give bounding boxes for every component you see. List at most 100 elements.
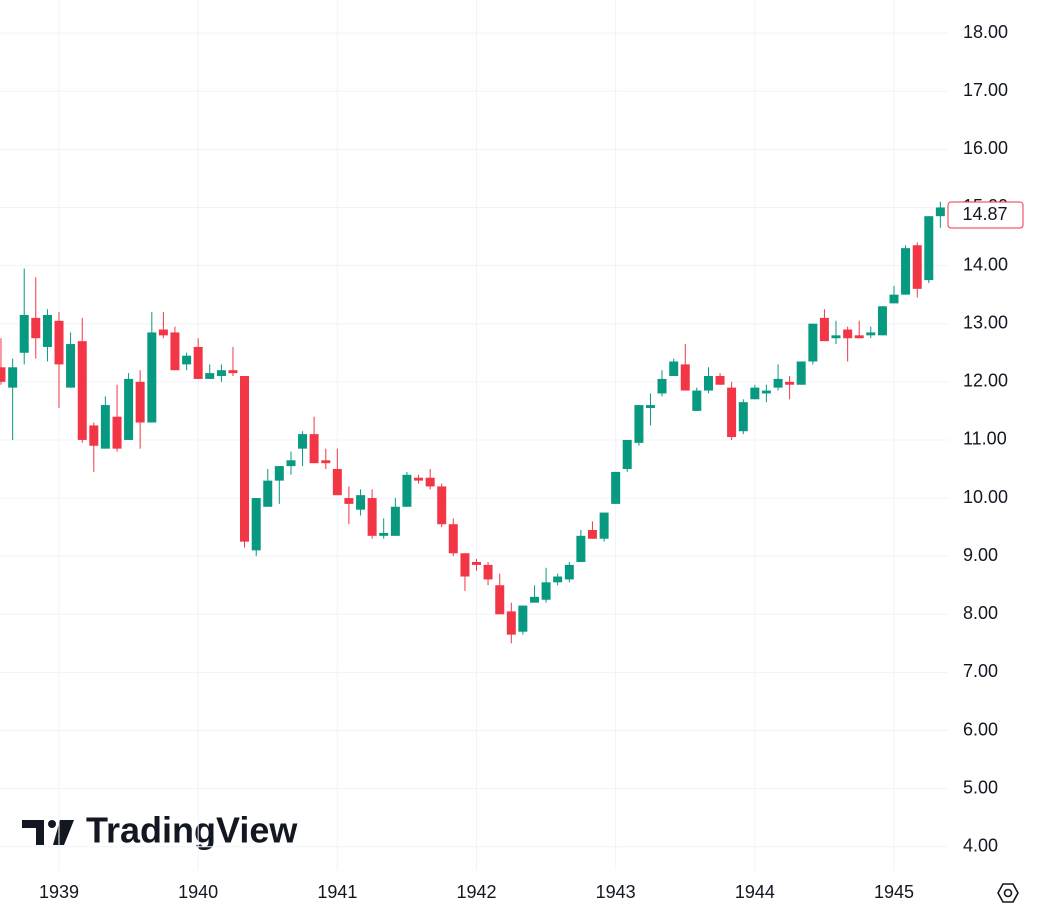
candle-body	[483, 564, 493, 580]
candle-body	[785, 381, 795, 385]
candle-body	[54, 320, 64, 365]
settings-icon[interactable]	[997, 883, 1019, 903]
candle-body	[680, 364, 690, 391]
candle-body	[495, 585, 505, 615]
y-tick-label: 18.00	[963, 22, 1008, 42]
candle-body	[332, 468, 342, 496]
candle-body	[819, 317, 829, 342]
candle-body	[761, 390, 771, 394]
y-tick-label: 11.00	[963, 429, 1007, 449]
x-tick-label: 1942	[456, 882, 496, 902]
settings-icon[interactable]	[997, 883, 1019, 903]
logo-icon	[48, 820, 56, 828]
candle-body	[8, 367, 18, 388]
candle-body	[263, 480, 273, 507]
logo-icon	[22, 820, 44, 845]
candle-body	[216, 370, 226, 377]
candle-body	[901, 248, 911, 295]
candle-body	[135, 381, 145, 423]
candle-body	[402, 474, 412, 507]
candle-body	[796, 361, 806, 385]
candle-body	[889, 294, 899, 304]
watermark: TradingView	[86, 810, 298, 851]
candle-body	[564, 564, 574, 580]
y-tick-label: 8.00	[963, 603, 998, 623]
candle-body	[506, 611, 516, 635]
x-tick-label: 1943	[596, 882, 636, 902]
candle-body	[77, 341, 87, 440]
x-tick-label: 1940	[178, 882, 218, 902]
x-tick-label: 1939	[39, 882, 79, 902]
candle-body	[773, 378, 783, 388]
candle-body	[425, 477, 435, 487]
candle-body	[843, 329, 853, 339]
y-tick-label: 6.00	[963, 719, 998, 739]
candle-body	[912, 245, 922, 289]
candle-body	[587, 530, 597, 539]
candle-body	[460, 553, 470, 577]
candle-body	[703, 376, 713, 391]
candle-body	[622, 439, 632, 469]
candle-body	[715, 376, 725, 385]
logo: TradingView	[22, 810, 298, 851]
price-label: 14.87	[962, 204, 1007, 224]
candle-body	[692, 390, 702, 411]
candle-body	[553, 576, 563, 583]
y-tick-label: 17.00	[963, 80, 1008, 100]
y-tick-label: 10.00	[963, 487, 1008, 507]
candle-body	[112, 416, 122, 449]
candle-body	[286, 460, 296, 467]
candle-body	[309, 434, 319, 464]
settings-icon[interactable]	[1003, 888, 1013, 898]
candle-body	[298, 434, 308, 449]
candle-body	[251, 498, 261, 551]
candle-body	[518, 605, 528, 632]
candle-body	[240, 376, 250, 542]
candle-body	[808, 323, 818, 362]
candle-body	[390, 506, 400, 536]
candle-body	[645, 405, 655, 408]
candle-body	[321, 460, 331, 464]
candle-body	[274, 466, 284, 481]
y-tick-label: 5.00	[963, 777, 998, 797]
candle-body	[448, 524, 458, 554]
candle-body	[379, 532, 389, 536]
candle-body	[367, 498, 377, 536]
candle-body	[831, 335, 841, 339]
candle-body	[935, 207, 945, 217]
candle-body	[205, 373, 215, 379]
plot: 4.00 5.00 6.00 7.00 8.00 9.00 10.00 11.00 12.00 1…	[0, 0, 1024, 902]
candle-body	[727, 387, 737, 438]
candle-body	[356, 495, 366, 510]
y-tick-label: 12.00	[963, 371, 1008, 391]
y-tick-label: 4.00	[963, 836, 998, 856]
y-tick-label: 9.00	[963, 545, 998, 565]
candle-body	[541, 582, 551, 600]
logo-icon	[53, 820, 74, 845]
candle-body	[599, 512, 609, 539]
candle-body	[657, 378, 667, 394]
candle-body	[124, 378, 134, 440]
candle-body	[182, 355, 192, 365]
candle-body	[854, 335, 864, 339]
candle-body	[89, 425, 99, 446]
candle-body	[413, 477, 423, 481]
candle-body	[19, 314, 29, 353]
x-tick-label: 1944	[735, 882, 775, 902]
candle-body	[738, 402, 748, 432]
y-tick-label: 13.00	[963, 312, 1008, 332]
candle-body	[924, 216, 934, 281]
candle-body	[170, 332, 180, 371]
candle-body	[147, 332, 157, 423]
candle-body	[158, 329, 168, 336]
y-tick-label: 7.00	[963, 661, 998, 681]
candle-body	[66, 344, 76, 388]
candle-body	[193, 346, 203, 379]
candle-body	[100, 405, 110, 449]
candle-body	[0, 367, 6, 382]
candle-body	[344, 498, 354, 504]
candle-body	[866, 332, 876, 336]
candle-body	[437, 486, 447, 525]
candle-body	[576, 535, 586, 562]
